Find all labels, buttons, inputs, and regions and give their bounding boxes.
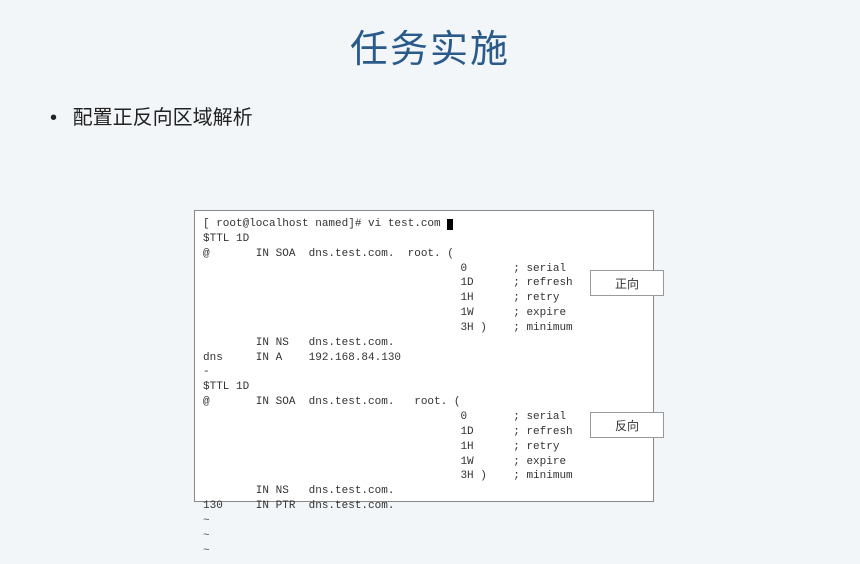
term-line: 1H ; retry [203,441,559,453]
term-line: 3H ) ; minimum [203,322,573,334]
term-line: @ IN SOA dns.test.com. root. ( [203,248,454,260]
term-line: 1W ; expire [203,456,566,468]
term-line: 130 IN PTR dns.test.com. [203,500,394,512]
terminal-content: [ root@localhost named]# vi test.com $TT… [195,211,653,564]
term-line: 1D ; refresh [203,426,573,438]
annotation-forward: 正向 [590,270,664,296]
bullet-text: 配置正反向区域解析 [73,107,253,129]
term-line: $TTL 1D [203,381,249,393]
annotation-reverse: 反向 [590,412,664,438]
term-line: IN NS dns.test.com. [203,337,394,349]
term-line: @ IN SOA dns.test.com. root. ( [203,396,460,408]
tilde-line: ~ [203,515,210,527]
annotation-reverse-label: 反向 [615,417,639,434]
term-line: dns IN A 192.168.84.130 [203,352,401,364]
term-line: 1H ; retry [203,292,559,304]
cursor-icon [447,219,453,230]
terminal-prompt: [ root@localhost named]# vi test.com [203,218,447,230]
annotation-forward-label: 正向 [615,275,639,292]
slide: 任务实施 • 配置正反向区域解析 [ root@localhost named]… [0,0,860,538]
term-line: 0 ; serial [203,411,566,423]
bullet-dot: • [50,107,57,129]
page-title: 任务实施 [0,18,860,73]
term-line: IN NS dns.test.com. [203,485,394,497]
term-line: 1W ; expire [203,307,566,319]
tilde-line: ~ [203,545,210,557]
tilde-line: ~ [203,530,210,542]
term-line: 0 ; serial [203,263,566,275]
bullet-item: • 配置正反向区域解析 [0,101,860,130]
term-line: $TTL 1D [203,233,249,245]
term-line: - [203,366,210,378]
term-line: 3H ) ; minimum [203,470,573,482]
term-line: 1D ; refresh [203,277,573,289]
terminal-window: [ root@localhost named]# vi test.com $TT… [194,210,654,502]
